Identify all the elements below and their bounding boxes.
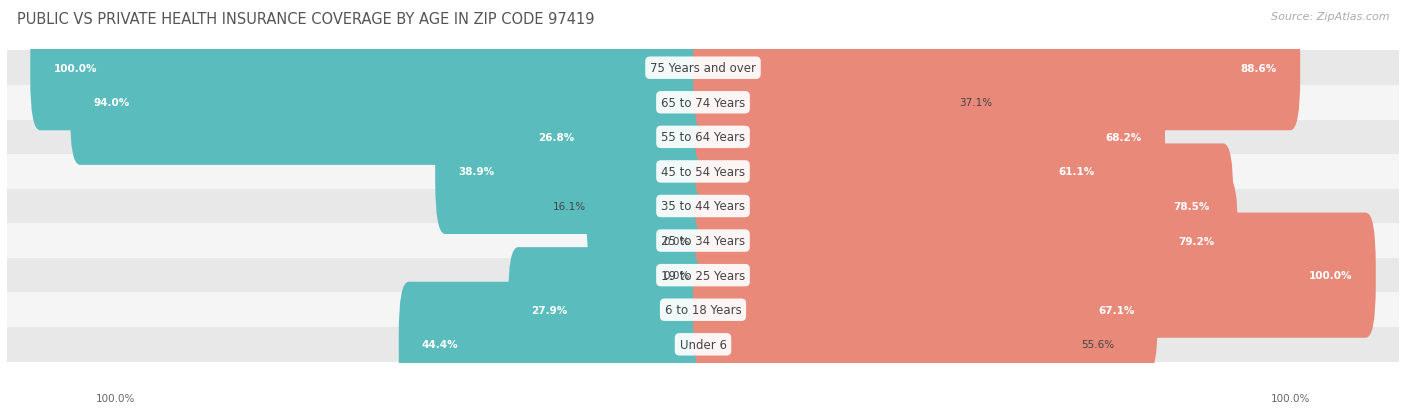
Text: 25 to 34 Years: 25 to 34 Years [661,235,745,247]
Text: 61.1%: 61.1% [1059,167,1095,177]
Text: 88.6%: 88.6% [1240,64,1277,74]
Text: 26.8%: 26.8% [538,133,575,142]
Text: 27.9%: 27.9% [531,305,568,315]
Text: 75 Years and over: 75 Years and over [650,62,756,75]
Text: 35 to 44 Years: 35 to 44 Years [661,200,745,213]
FancyBboxPatch shape [693,178,1237,304]
FancyBboxPatch shape [693,282,1081,407]
FancyBboxPatch shape [693,213,1376,338]
FancyBboxPatch shape [30,6,713,131]
Bar [7,258,1399,293]
Text: 38.9%: 38.9% [458,167,495,177]
Text: Source: ZipAtlas.com: Source: ZipAtlas.com [1271,12,1389,22]
Text: 100.0%: 100.0% [1309,271,1353,280]
FancyBboxPatch shape [693,247,1157,373]
Bar [7,224,1399,258]
FancyBboxPatch shape [436,109,713,235]
Text: 100.0%: 100.0% [96,393,135,403]
FancyBboxPatch shape [70,40,713,166]
Text: PUBLIC VS PRIVATE HEALTH INSURANCE COVERAGE BY AGE IN ZIP CODE 97419: PUBLIC VS PRIVATE HEALTH INSURANCE COVER… [17,12,595,27]
Text: 100.0%: 100.0% [1271,393,1310,403]
Bar [7,155,1399,189]
Text: 67.1%: 67.1% [1098,305,1135,315]
Text: 68.2%: 68.2% [1105,133,1142,142]
FancyBboxPatch shape [693,109,1118,235]
Text: 78.5%: 78.5% [1174,202,1211,211]
Text: 0.0%: 0.0% [664,236,690,246]
FancyBboxPatch shape [516,75,713,200]
FancyBboxPatch shape [586,144,713,269]
FancyBboxPatch shape [399,282,713,407]
Text: 79.2%: 79.2% [1178,236,1215,246]
Text: 94.0%: 94.0% [93,98,129,108]
Text: 6 to 18 Years: 6 to 18 Years [665,304,741,316]
FancyBboxPatch shape [508,247,713,373]
Bar [7,51,1399,86]
Bar [7,120,1399,155]
FancyBboxPatch shape [693,6,1301,131]
Text: 19 to 25 Years: 19 to 25 Years [661,269,745,282]
FancyBboxPatch shape [693,40,959,166]
Text: 45 to 54 Years: 45 to 54 Years [661,166,745,178]
Text: 0.0%: 0.0% [664,271,690,280]
Text: Under 6: Under 6 [679,338,727,351]
Bar [7,86,1399,120]
Text: 37.1%: 37.1% [959,98,993,108]
Text: 44.4%: 44.4% [422,339,458,349]
FancyBboxPatch shape [693,144,1233,269]
Text: 16.1%: 16.1% [553,202,586,211]
Text: 100.0%: 100.0% [53,64,97,74]
FancyBboxPatch shape [693,75,1166,200]
Bar [7,327,1399,362]
Text: 55 to 64 Years: 55 to 64 Years [661,131,745,144]
Bar [7,189,1399,224]
Bar [7,293,1399,327]
Text: 55.6%: 55.6% [1081,339,1115,349]
Text: 65 to 74 Years: 65 to 74 Years [661,97,745,109]
